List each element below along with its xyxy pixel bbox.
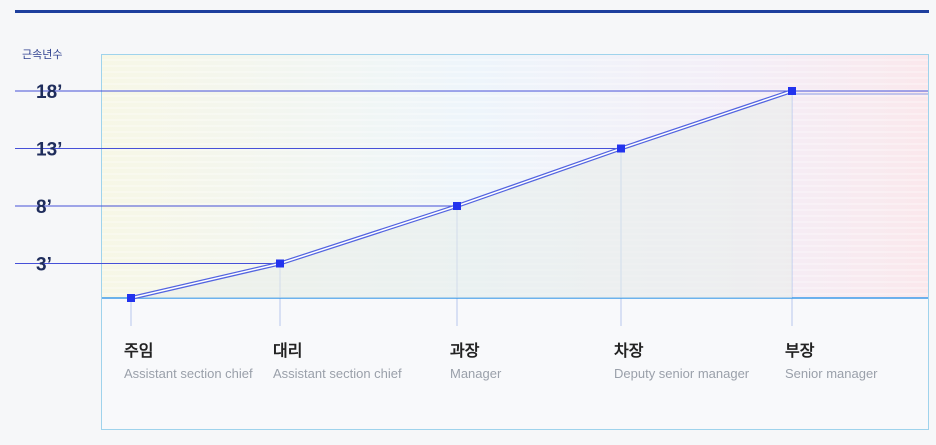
- data-point: [453, 202, 461, 210]
- y-tick-label: 13’: [36, 140, 62, 161]
- top-accent-bar: [15, 10, 929, 13]
- data-point: [127, 294, 135, 302]
- data-point: [276, 259, 284, 268]
- gridlines: [15, 90, 928, 264]
- category-labels: 주임 Assistant section chief 대리 Assistant sec…: [124, 342, 878, 381]
- y-tick-labels: 3’ 8’ 13’ 18’: [36, 82, 62, 276]
- category-label-ko: 대리: [273, 342, 302, 360]
- category-label-ko: 부장: [785, 342, 815, 360]
- category-label-en: Assistant section chief: [273, 366, 402, 381]
- category-label-ko: 과장: [450, 342, 480, 360]
- category-label-en: Senior manager: [785, 366, 878, 381]
- category-label-ko: 주임: [124, 342, 153, 360]
- category-label-en: Deputy senior manager: [614, 366, 750, 381]
- data-point: [788, 87, 796, 95]
- markers: [127, 87, 796, 302]
- category-label-ko: 차장: [614, 342, 644, 360]
- series-area: [131, 91, 792, 298]
- y-tick-label: 8’: [36, 197, 52, 218]
- y-axis-title: 근속년수: [22, 48, 62, 61]
- y-tick-label: 18’: [36, 82, 62, 103]
- category-label-en: Assistant section chief: [124, 366, 253, 381]
- y-tick-label: 3’: [36, 255, 52, 276]
- data-point: [617, 144, 625, 153]
- category-label-en: Manager: [450, 366, 502, 381]
